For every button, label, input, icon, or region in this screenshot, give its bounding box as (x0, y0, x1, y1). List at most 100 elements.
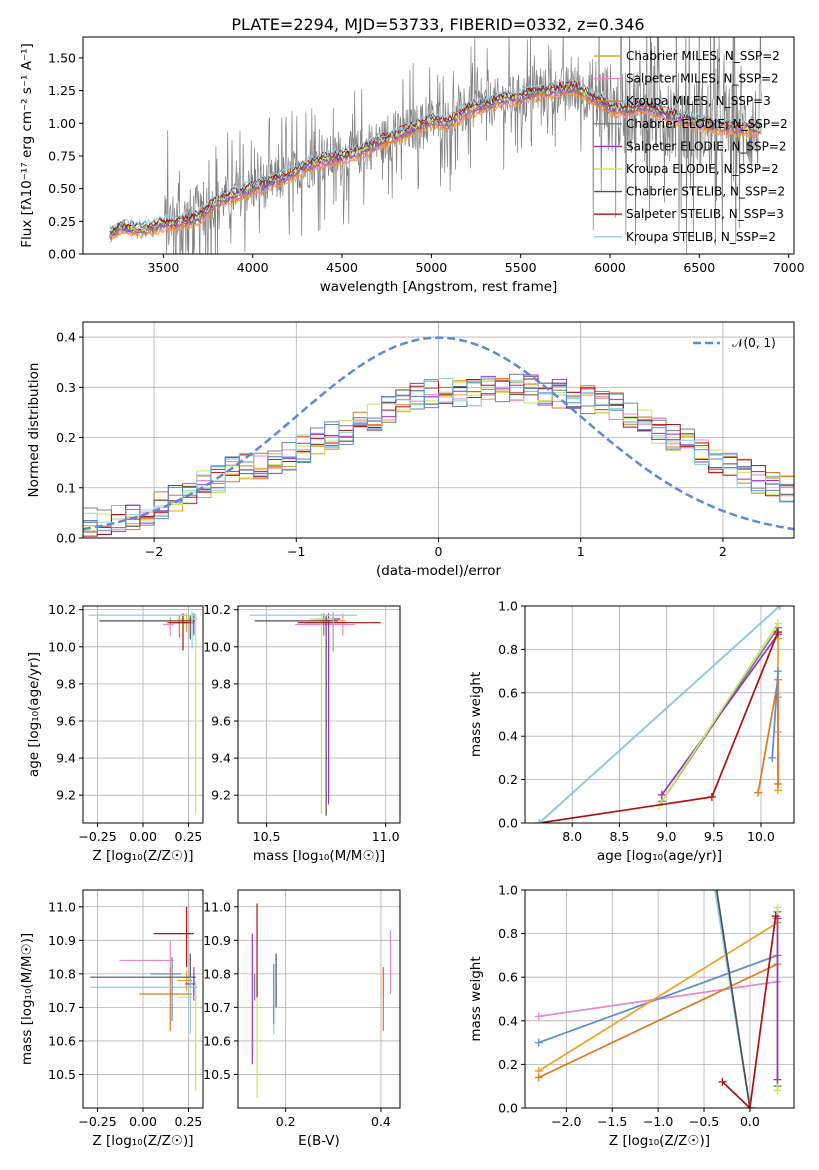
x-tick-label: 10.5 (253, 829, 281, 844)
y-axis-label: Normed distribution (26, 363, 42, 498)
y-tick-label: 9.2 (56, 788, 76, 803)
y-tick-label: 0.25 (48, 214, 76, 229)
weight-line (715, 890, 751, 1108)
y-tick-label: 9.8 (56, 676, 76, 691)
x-tick-label: 11.0 (372, 829, 400, 844)
x-tick-label: −0.25 (78, 1114, 116, 1129)
x-tick-label: 10.0 (747, 829, 775, 844)
normal-curve (83, 336, 794, 531)
axes-frame (524, 889, 795, 1109)
x-tick-label: −1.0 (643, 1114, 673, 1129)
weight-line (538, 921, 778, 1072)
y-tick-label: 10.9 (48, 933, 76, 948)
plus-marker (775, 606, 784, 610)
legend-label: Chabrier MILES, N_SSP=2 (626, 49, 780, 63)
y-tick-label: 10.0 (48, 639, 76, 654)
plus-marker (773, 903, 782, 912)
y-tick-label: 9.8 (211, 676, 231, 691)
y-tick-label: 0.00 (48, 247, 76, 262)
weight-line (661, 633, 779, 796)
model-spectrum (109, 79, 762, 232)
plus-marker (707, 792, 716, 801)
x-axis-label: wavelength [Angstrom, rest frame] (320, 279, 558, 295)
weight-line (771, 671, 779, 758)
y-tick-label: 0.8 (498, 926, 518, 941)
y-axis-label: mass [log₁₀(M/M☉)] (19, 933, 35, 1065)
model-spectrum (109, 89, 762, 240)
legend-label: Salpeter STELIB, N_SSP=3 (626, 207, 784, 221)
y-tick-label: 0.50 (48, 181, 76, 196)
x-axis-label: mass [log₁₀(M/M☉)] (253, 848, 385, 864)
y-tick-label: 0.6 (498, 685, 518, 700)
plus-marker (768, 753, 777, 762)
weight-vs-age-panel: 8.0 8.5 9.0 9.5 10.0 0.0 0.2 0.4 0.6 0.8 1.0 age [l… (468, 599, 795, 864)
plus-marker (773, 1086, 782, 1095)
y-tick-label: 9.4 (211, 751, 231, 766)
plus-marker (745, 1104, 754, 1108)
weight-line (538, 606, 781, 823)
y-tick-label: 1.25 (48, 83, 76, 98)
plus-marker (754, 788, 763, 797)
figure-title: PLATE=2294, MJD=53733, FIBERID=0332, z=0… (231, 15, 644, 34)
x-tick-label: 8.0 (562, 829, 582, 844)
x-tick-label: 5500 (505, 260, 537, 275)
legend-label: Chabrier STELIB, N_SSP=2 (626, 185, 785, 199)
weight-line (658, 622, 779, 807)
error-bars (88, 611, 198, 814)
age-vs-metallicity-panel: −0.25 0.00 0.25 9.2 9.4 9.6 9.8 10.0 10.2 Z [log₁… (26, 602, 204, 864)
y-tick-label: 11.0 (203, 899, 231, 914)
y-tick-label: 10.7 (203, 1000, 231, 1015)
plus-marker (718, 1077, 727, 1086)
error-bars (251, 903, 392, 1098)
y-tick-label: 0.4 (498, 729, 518, 744)
legend-label: Salpeter MILES, N_SSP=2 (626, 72, 779, 86)
histogram (83, 378, 794, 537)
y-tick-label: 10.0 (203, 639, 231, 654)
x-tick-label: 0.00 (129, 1114, 157, 1129)
y-tick-label: 10.9 (203, 933, 231, 948)
x-axis-label: age [log₁₀(age/yr)] (597, 848, 722, 864)
legend-label: Salpeter ELODIE, N_SSP=2 (626, 139, 787, 153)
y-tick-label: 1.0 (498, 599, 518, 614)
y-tick-label: 1.00 (48, 116, 76, 131)
y-tick-label: 10.8 (203, 966, 231, 981)
y-tick-label: 10.2 (48, 602, 76, 617)
y-tick-label: 0.0 (498, 816, 518, 831)
x-tick-label: 4500 (326, 260, 358, 275)
plus-marker (773, 619, 782, 628)
x-tick-label: 0.0 (740, 1114, 760, 1129)
x-tick-label: 8.5 (609, 829, 629, 844)
plus-marker (535, 819, 544, 823)
y-tick-label: 9.4 (56, 751, 76, 766)
x-axis-label: Z [log₁₀(Z/Z☉)] (92, 848, 193, 864)
age-vs-mass-panel: 10.5 11.0 9.2 9.4 9.6 9.8 10.0 10.2 mass [log₁₀(… (203, 602, 401, 864)
y-tick-label: 0.3 (56, 380, 76, 395)
x-axis-label: Z [log₁₀(Z/Z☉)] (609, 1133, 710, 1149)
axes-frame (237, 605, 401, 824)
weight-line (721, 916, 777, 1108)
y-tick-label: 1.50 (48, 50, 76, 65)
y-tick-label: 0.0 (56, 531, 76, 546)
y-axis-label: mass weight (468, 956, 484, 1041)
y-axis-label: age [log₁₀(age/yr)] (26, 652, 42, 777)
x-tick-label: 4000 (237, 260, 269, 275)
x-tick-label: 5000 (415, 260, 447, 275)
plus-marker (657, 790, 666, 799)
x-tick-label: 0.25 (175, 829, 203, 844)
y-tick-label: 0.4 (498, 1013, 518, 1028)
y-tick-label: 10.8 (48, 966, 76, 981)
x-tick-label: 7000 (773, 260, 805, 275)
plus-marker (534, 1038, 543, 1047)
x-tick-label: 2 (719, 544, 727, 559)
weight-line (538, 963, 778, 1079)
y-tick-label: 1.0 (498, 883, 518, 898)
x-axis-label: E(B-V) (298, 1133, 340, 1149)
x-tick-label: 0 (435, 544, 443, 559)
plus-marker (711, 875, 719, 883)
y-tick-label: 9.6 (56, 713, 76, 728)
y-tick-label: 10.5 (48, 1067, 76, 1082)
y-tick-label: 10.6 (203, 1033, 231, 1048)
y-tick-label: 10.5 (203, 1067, 231, 1082)
x-tick-label: 0.2 (276, 1114, 296, 1129)
